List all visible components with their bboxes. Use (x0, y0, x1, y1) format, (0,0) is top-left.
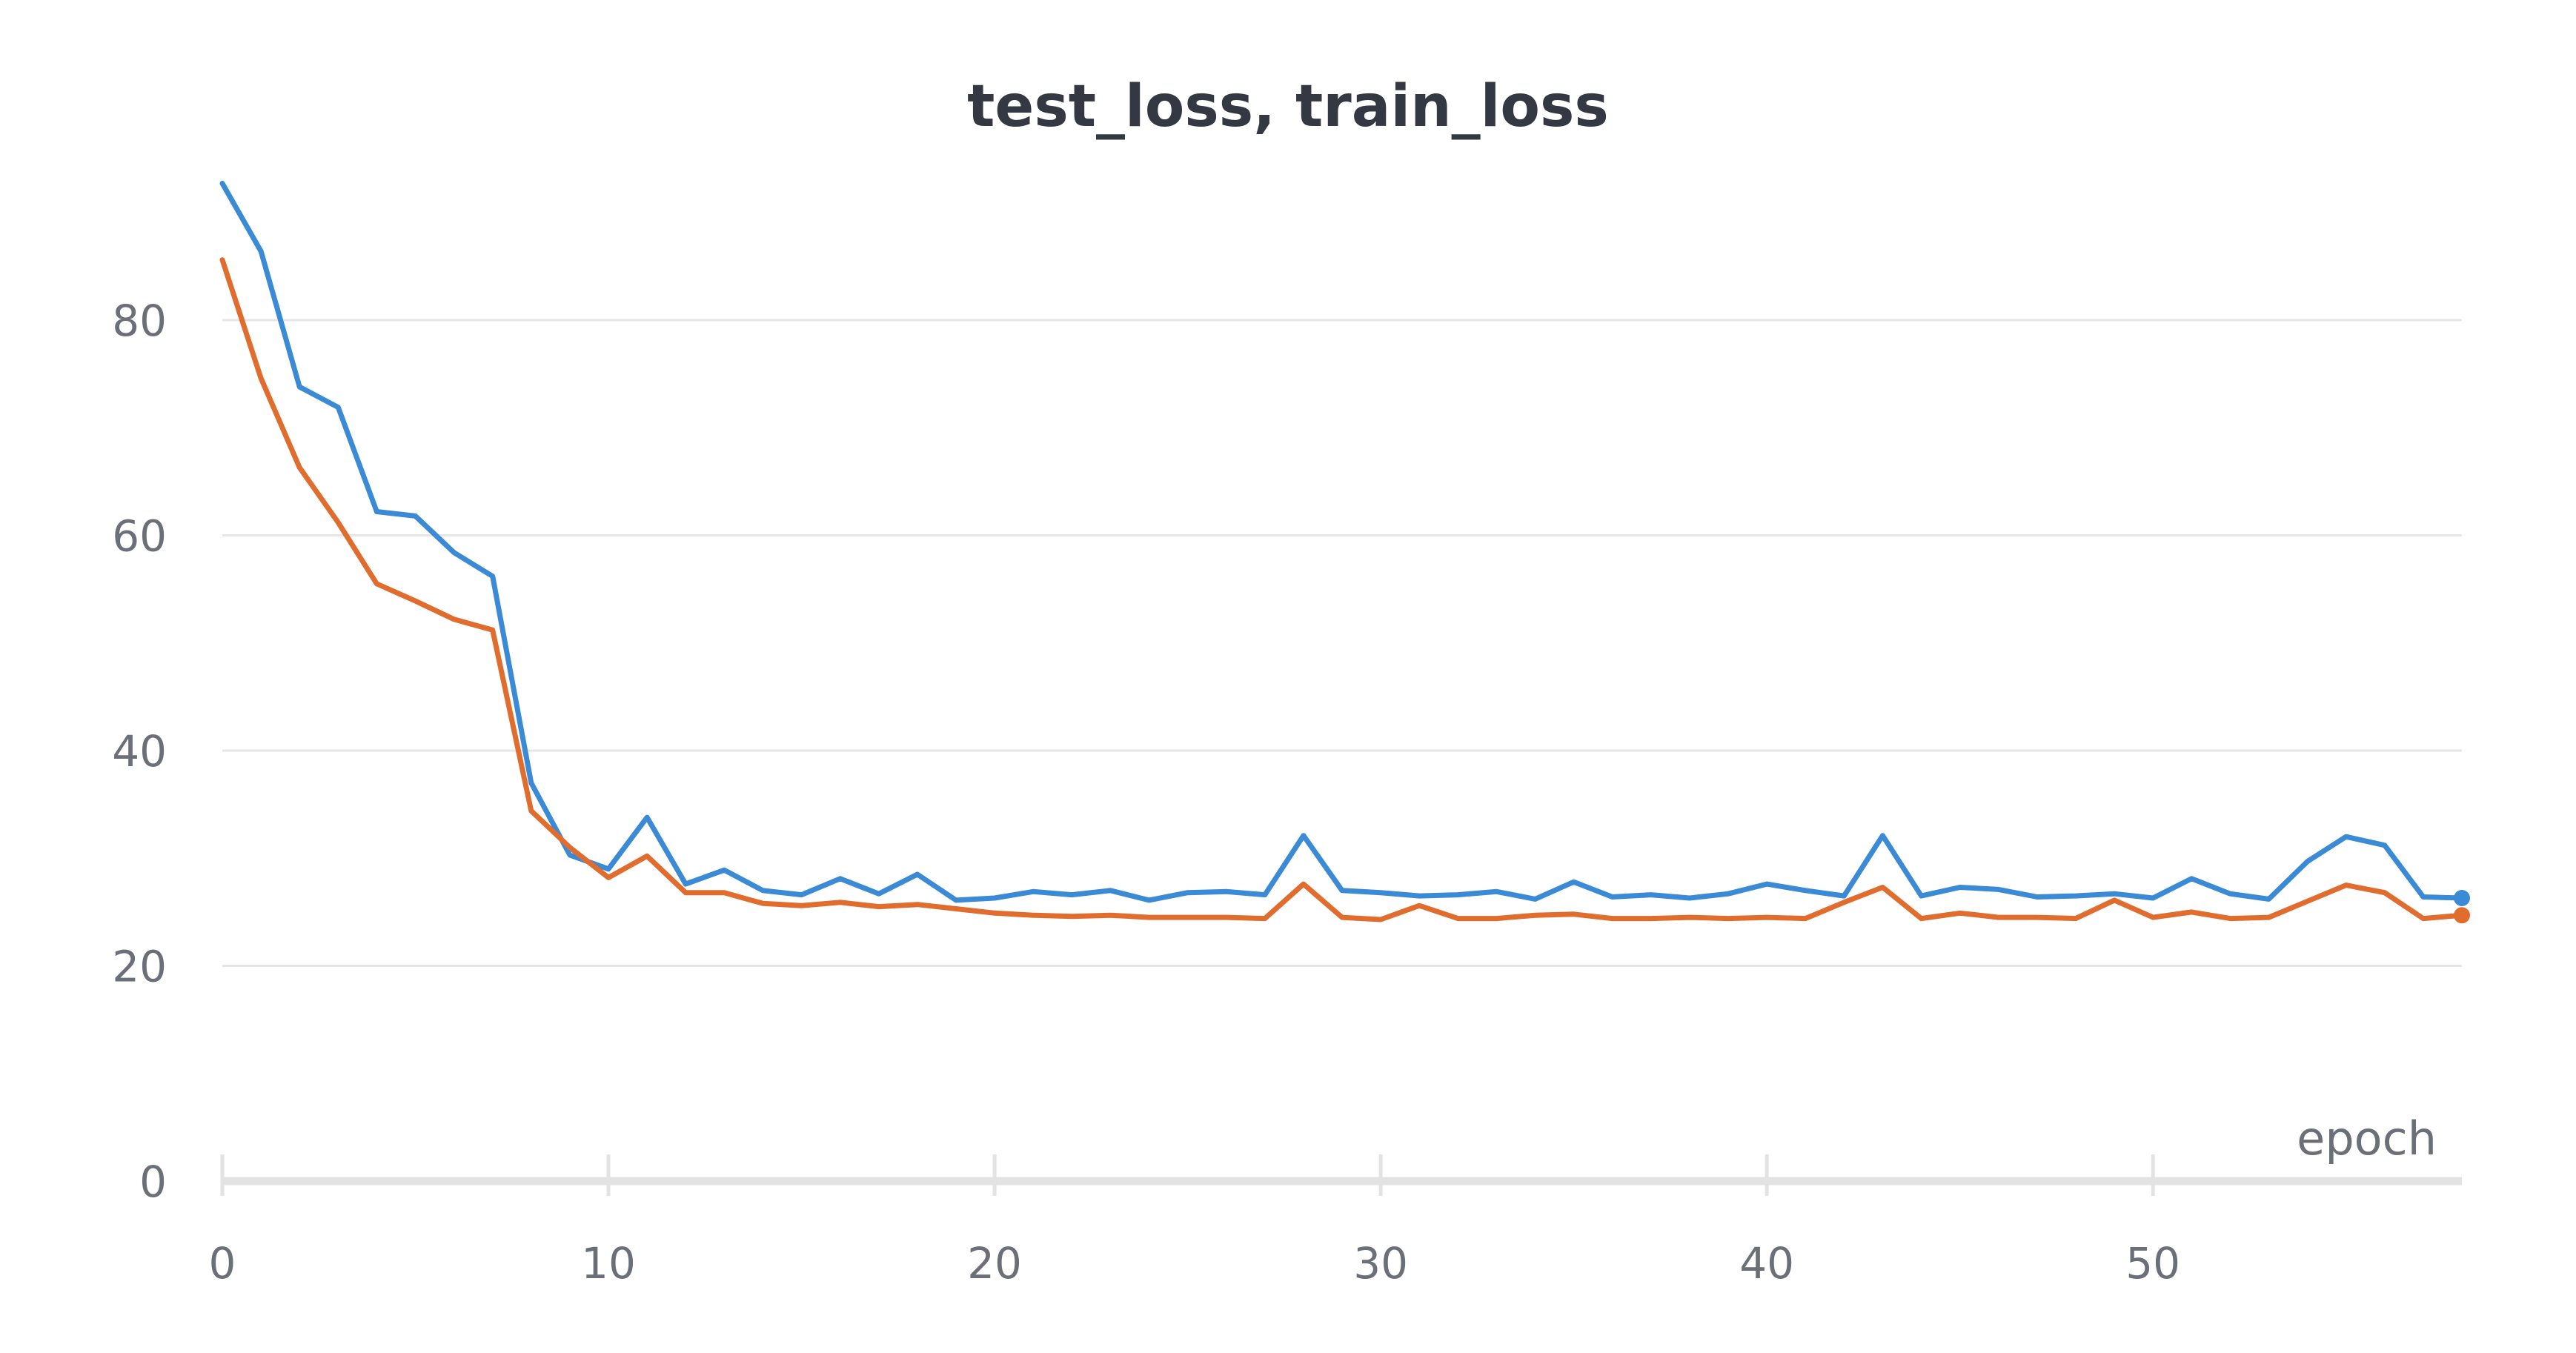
x-tick-label-10: 10 (581, 1238, 636, 1289)
series-line-2 (219, 257, 2465, 922)
y-tick-labels: 0 20 40 60 80 (112, 296, 167, 1207)
y-gridlines (222, 319, 2462, 967)
series-endpoint-1 (2454, 889, 2470, 906)
x-tick-label-30: 30 (1353, 1238, 1408, 1289)
x-axis-label: epoch (2297, 1111, 2437, 1166)
x-tick-label-50: 50 (2125, 1238, 2180, 1289)
y-tick-label-40: 40 (112, 726, 167, 777)
y-tick-label-0: 0 (139, 1157, 167, 1207)
x-tick-labels: 0 10 20 30 40 50 (209, 1238, 2181, 1289)
x-tick-label-40: 40 (1739, 1238, 1794, 1289)
x-tick-label-0: 0 (209, 1238, 236, 1289)
chart-title: test_loss, train_loss (967, 73, 1609, 140)
series-endpoints (2454, 889, 2470, 924)
series-endpoint-2 (2454, 907, 2470, 924)
y-tick-label-20: 20 (112, 942, 167, 992)
x-tick-label-20: 20 (967, 1238, 1022, 1289)
y-tick-label-60: 60 (112, 511, 167, 562)
series-line-1 (219, 181, 2465, 903)
y-tick-label-80: 80 (112, 296, 167, 346)
series-lines (219, 181, 2465, 922)
x-tick-marks (220, 1154, 2155, 1196)
